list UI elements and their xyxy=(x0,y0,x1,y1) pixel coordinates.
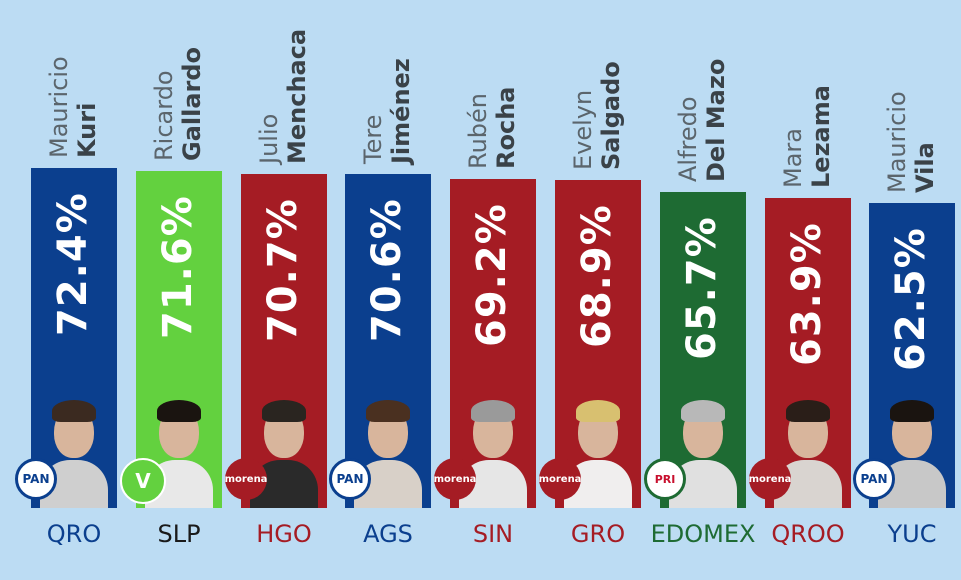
candidate-name: Evelyn Salgado xyxy=(569,61,625,170)
state-label-hgo: HGO xyxy=(256,520,312,548)
photo-hair xyxy=(471,400,515,422)
party-logo-morena: morena xyxy=(225,458,267,500)
party-logo-morena: morena xyxy=(749,458,791,500)
candidate-last-name: Menchaca xyxy=(283,28,311,164)
party-logo-pan: PAN xyxy=(853,458,895,500)
candidate-last-name: Salgado xyxy=(597,61,625,170)
photo-hair xyxy=(576,400,620,422)
candidate-name: Mauricio Kuri xyxy=(45,56,101,158)
candidate-name: Mara Lezama xyxy=(779,85,835,188)
candidate-name: Rubén Rocha xyxy=(464,87,520,169)
bar-value-label: 63.9% xyxy=(784,222,830,366)
bar-edomex: 65.7% xyxy=(660,192,746,508)
bar-qroo: 63.9% xyxy=(765,198,851,508)
candidate-name: Ricardo Gallardo xyxy=(150,47,206,161)
candidate-name: Tere Jiménez xyxy=(359,58,415,164)
candidate-last-name: Rocha xyxy=(492,86,520,169)
candidate-photo xyxy=(141,398,217,508)
party-logo-pan: PAN xyxy=(329,458,371,500)
photo-hair xyxy=(890,400,934,422)
photo-hair xyxy=(157,400,201,422)
party-logo-pri: PRI xyxy=(644,458,686,500)
candidate-name: Alfredo Del Mazo xyxy=(674,59,730,182)
bar-value-label: 71.6% xyxy=(155,195,201,339)
candidate-last-name: Kuri xyxy=(73,102,101,158)
party-logo-morena: morena xyxy=(434,458,476,500)
party-logo-pvem: V xyxy=(120,458,166,504)
bar-value-label: 69.2% xyxy=(469,203,515,347)
candidate-first-name: Alfredo xyxy=(674,96,702,182)
photo-hair xyxy=(681,400,725,422)
candidate-first-name: Julio xyxy=(255,113,283,164)
photo-hair xyxy=(262,400,306,422)
photo-hair xyxy=(52,400,96,422)
candidate-last-name: Jiménez xyxy=(387,58,415,164)
candidate-first-name: Rubén xyxy=(464,92,492,169)
party-logo-pan: PAN xyxy=(15,458,57,500)
bar-value-label: 70.7% xyxy=(260,198,306,342)
candidate-photo xyxy=(36,398,112,508)
candidate-first-name: Ricardo xyxy=(150,70,178,161)
state-label-gro: GRO xyxy=(570,520,626,548)
bar-sin: 69.2% xyxy=(450,179,536,508)
bar-slp: 71.6% xyxy=(136,171,222,508)
bar-qro: 72.4% xyxy=(31,168,117,508)
bar-value-label: 65.7% xyxy=(679,216,725,360)
candidate-first-name: Mauricio xyxy=(883,91,911,193)
candidate-last-name: Lezama xyxy=(807,85,835,188)
bar-value-label: 70.6% xyxy=(364,198,410,342)
state-label-ags: AGS xyxy=(363,520,413,548)
photo-hair xyxy=(786,400,830,422)
state-label-edomex: EDOMEX xyxy=(650,520,756,548)
state-label-qro: QRO xyxy=(46,520,102,548)
candidate-last-name: Gallardo xyxy=(178,46,206,161)
bar-value-label: 62.5% xyxy=(888,227,934,371)
candidate-name: Mauricio Vila xyxy=(883,91,939,193)
candidate-first-name: Evelyn xyxy=(569,89,597,170)
candidate-name: Julio Menchaca xyxy=(255,29,311,164)
bar-ags: 70.6% xyxy=(345,174,431,508)
party-logo-morena: morena xyxy=(539,458,581,500)
candidate-last-name: Del Mazo xyxy=(702,58,730,182)
state-label-qroo: QROO xyxy=(771,520,845,548)
state-label-sin: SIN xyxy=(472,520,514,548)
candidate-first-name: Mauricio xyxy=(45,56,73,158)
candidate-photo xyxy=(455,398,531,508)
bar-hgo: 70.7% xyxy=(241,174,327,508)
bar-value-label: 72.4% xyxy=(50,192,96,336)
state-label-slp: SLP xyxy=(157,520,201,548)
candidate-first-name: Mara xyxy=(779,128,807,188)
bar-value-label: 68.9% xyxy=(574,204,620,348)
candidate-last-name: Vila xyxy=(911,142,939,193)
state-label-yuc: YUC xyxy=(887,520,937,548)
candidate-first-name: Tere xyxy=(359,114,387,164)
photo-hair xyxy=(366,400,410,422)
